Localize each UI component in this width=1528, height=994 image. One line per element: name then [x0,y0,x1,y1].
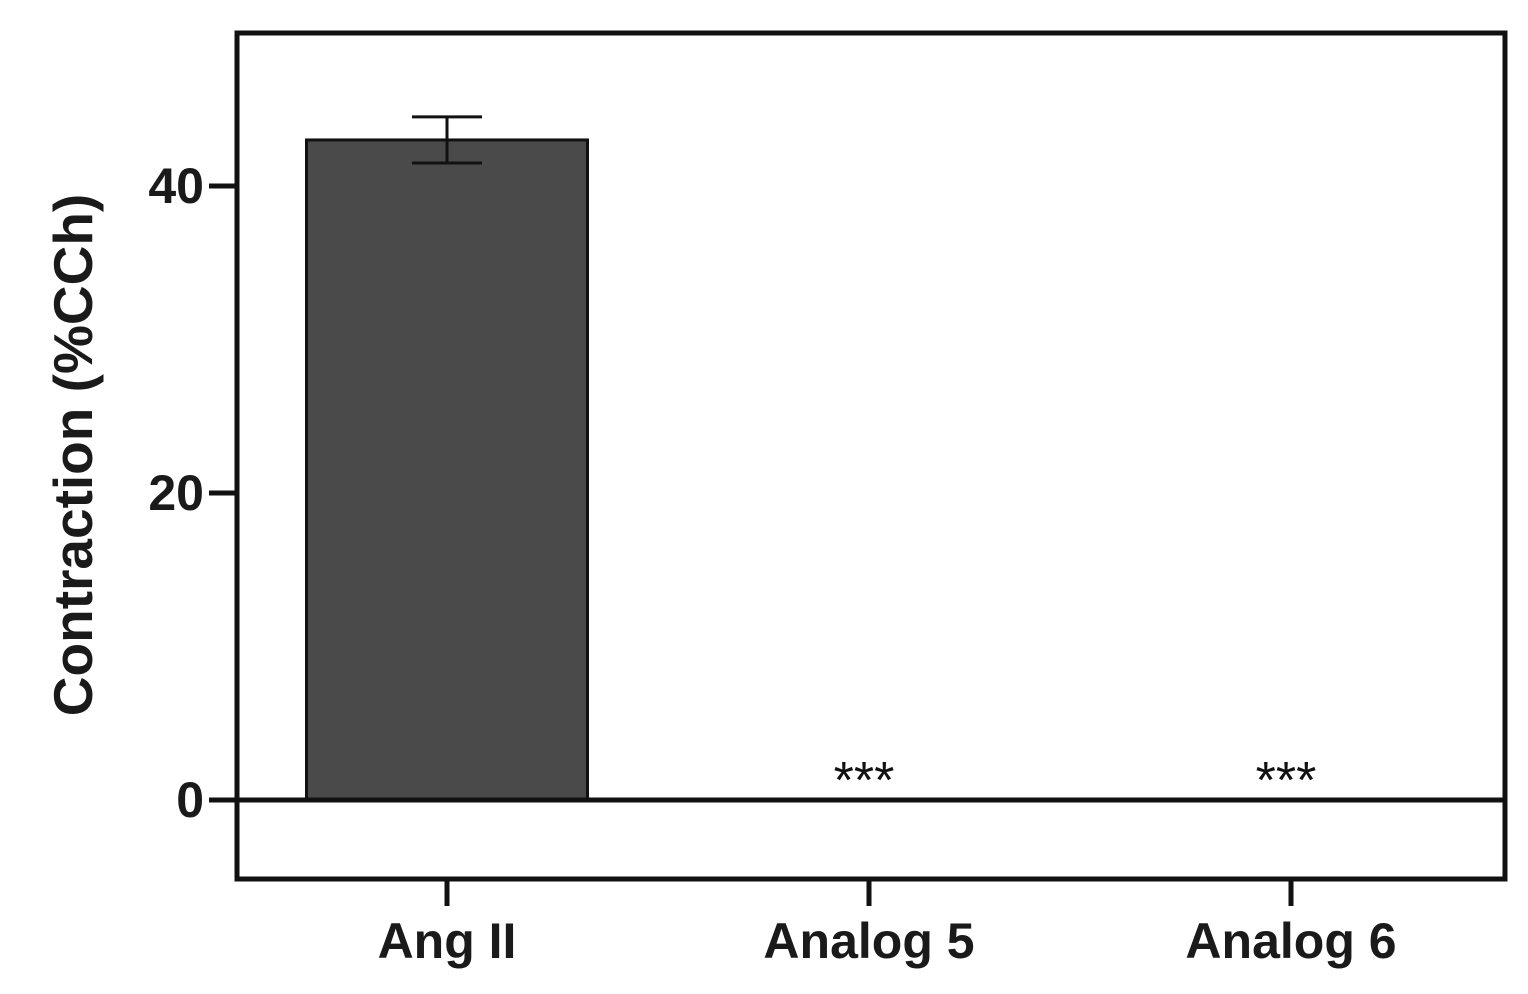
significance-annotation: *** [834,752,895,810]
x-axis-ticks-group: Ang II Analog 5 Analog 6 [378,879,1397,969]
y-tick-label: 20 [148,465,204,521]
error-bars-group [412,115,482,165]
significance-annotation: *** [1256,752,1317,810]
significance-annotations-group: *** *** [834,752,1317,810]
x-tick-label: Analog 6 [1185,913,1396,969]
x-tick-label: Ang II [378,913,517,969]
y-axis-ticks-group: 0 20 40 [148,158,237,828]
bar-ang-ii [305,138,589,802]
y-tick-label: 40 [148,158,204,214]
y-tick-label: 0 [176,772,204,828]
x-tick-label: Analog 5 [763,913,974,969]
bars-group [305,138,589,802]
y-axis-title: Contraction (%CCh) [42,194,104,716]
